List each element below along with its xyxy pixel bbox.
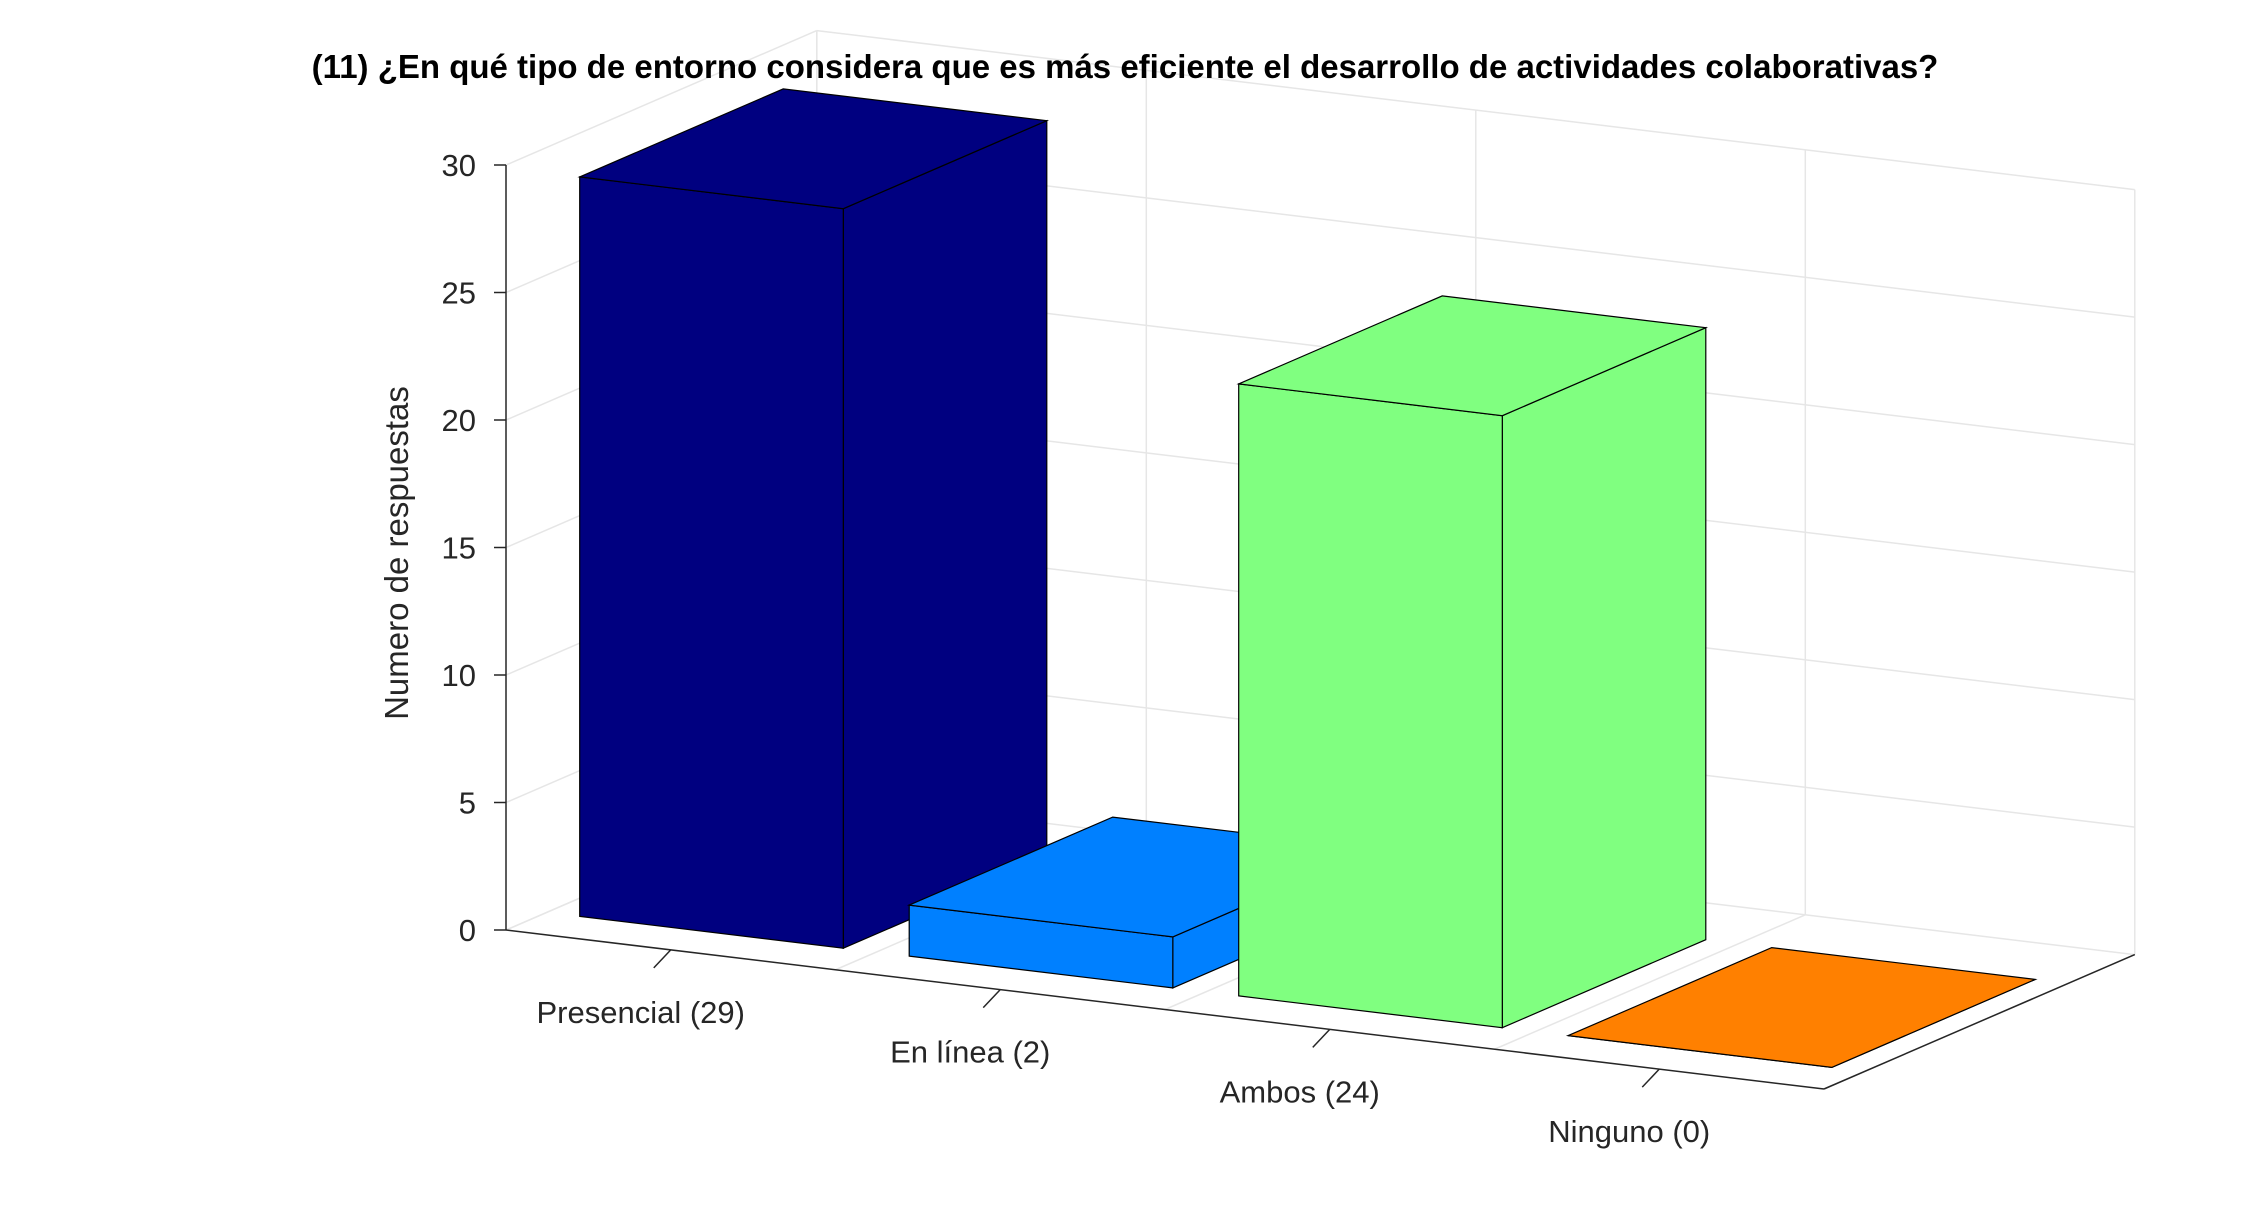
bar-top-face: [1236, 295, 1709, 417]
x-tick-label: En línea (2): [890, 1035, 1050, 1070]
y-tick-label: 0: [459, 913, 476, 948]
x-tick: [1641, 1068, 1660, 1088]
bar-side-face: [842, 119, 1048, 950]
y-axis-label: Numero de respuestas: [378, 386, 415, 720]
y-tick-label: 25: [442, 276, 476, 311]
bar-front-face: [1238, 383, 1503, 1029]
x-tick-label: Ambos (24): [1220, 1074, 1380, 1109]
x-tick-label: Presencial (29): [537, 995, 745, 1030]
y-tick-label: 20: [442, 403, 476, 438]
y-tick-label: 15: [442, 531, 476, 566]
chart-title: (11) ¿En qué tipo de entorno considera q…: [312, 48, 1939, 85]
y-tick-label: 10: [442, 658, 476, 693]
grid-line-floor: [1494, 914, 1806, 1050]
bar-side-face: [1501, 326, 1707, 1029]
bar: [577, 88, 1050, 950]
x-tick-label: Ninguno (0): [1548, 1114, 1710, 1149]
bars: [577, 88, 2038, 1069]
bar: [1236, 295, 1709, 1029]
bar: [1565, 946, 2038, 1069]
bar-front-face: [579, 176, 844, 949]
x-tick: [1312, 1028, 1331, 1048]
grid-line-side: [505, 29, 818, 166]
axes: [494, 164, 2136, 1090]
y-tick-label: 30: [442, 148, 476, 183]
labels: 0 5 10 15 20 25 30 Presencial (29) En línea (2) A…: [442, 148, 1711, 1149]
x-tick: [982, 989, 1001, 1009]
bar-top-face: [577, 88, 1050, 210]
x-axis-line: [505, 929, 1825, 1090]
depth-axis-line: [1823, 953, 2136, 1090]
y-tick-label: 5: [459, 786, 476, 821]
bar-top-face: [1565, 946, 2038, 1069]
x-tick: [653, 949, 672, 969]
